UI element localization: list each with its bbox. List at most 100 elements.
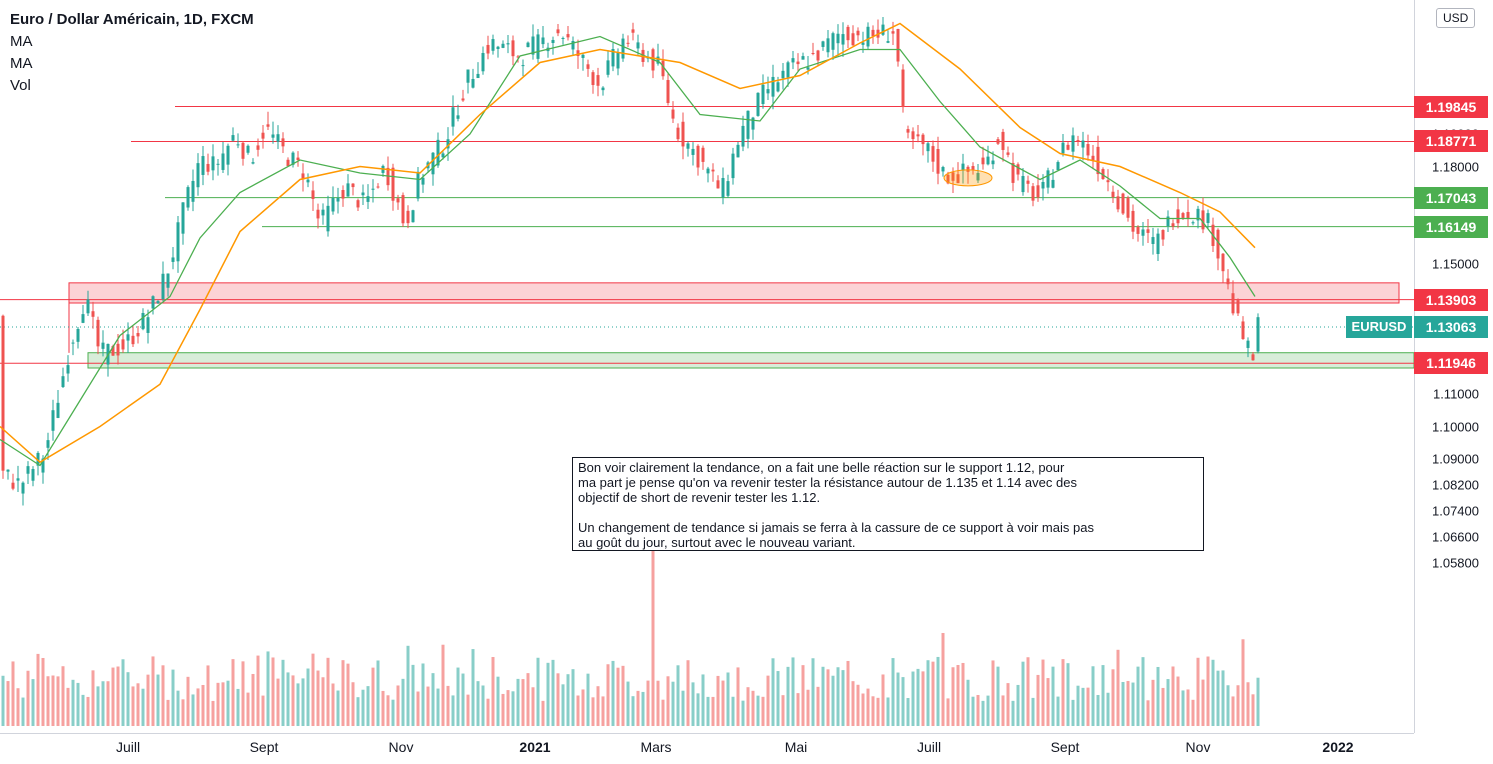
volume-bar — [686, 660, 690, 726]
volume-bar — [811, 658, 815, 726]
candle-body — [1016, 164, 1020, 175]
indicator-ma-2[interactable]: MA — [10, 55, 33, 72]
time-tick: Juill — [115, 739, 141, 755]
volume-bar — [906, 698, 910, 726]
volume-bar — [356, 697, 360, 726]
candle-body — [126, 334, 130, 341]
volume-bar — [831, 675, 835, 726]
candle-body — [291, 152, 295, 165]
volume-bar — [1, 675, 5, 726]
volume-bar — [11, 661, 15, 726]
candle-body — [306, 179, 310, 183]
volume-bar — [681, 690, 685, 726]
time-axis[interactable]: Juill Sept Nov 2021 Mars Mai Juill Sept Nov 2022 — [0, 733, 1414, 764]
volume-bar — [116, 666, 120, 726]
volume-bar — [491, 657, 495, 726]
candle-body — [941, 167, 945, 172]
volume-bar — [436, 688, 440, 726]
volume-bar — [1166, 679, 1170, 726]
volume-bar — [561, 684, 565, 726]
candle-body — [901, 69, 905, 108]
level-price-tag: 1.11946 — [1414, 352, 1488, 375]
volume-bar — [121, 659, 125, 726]
volume-bar — [951, 667, 955, 726]
volume-bar — [341, 660, 345, 726]
symbol-title[interactable]: Euro / Dollar Américain, 1D, FXCM — [10, 11, 254, 28]
level-price-tag: 1.16149 — [1414, 215, 1488, 238]
candle-body — [356, 200, 360, 208]
volume-bar — [746, 687, 750, 726]
volume-bar — [391, 699, 395, 726]
volume-bar — [716, 675, 720, 726]
volume-bar — [731, 696, 735, 726]
analysis-note[interactable]: Bon voir clairement la tendance, on a fa… — [572, 457, 1204, 551]
volume-bar — [911, 671, 915, 726]
volume-bar — [211, 700, 215, 726]
moving-average-fast — [0, 35, 1256, 467]
candle-body — [1066, 144, 1070, 150]
candle-body — [371, 188, 375, 190]
volume-bar — [396, 685, 400, 726]
candle-body — [1026, 180, 1030, 184]
candle-body — [56, 402, 60, 418]
highlight-ellipse — [943, 169, 993, 187]
candle-body — [116, 343, 120, 356]
candle-body — [1006, 152, 1010, 155]
volume-bar — [36, 653, 40, 726]
volume-bar — [1201, 679, 1205, 726]
volume-bar — [881, 674, 885, 726]
volume-bar — [981, 700, 985, 726]
candle-body — [481, 52, 485, 72]
candle-body — [626, 42, 630, 44]
candle-body — [111, 346, 115, 356]
candle-body — [226, 145, 230, 165]
volume-bar — [76, 682, 80, 726]
volume-bar — [591, 697, 595, 726]
candle-body — [1231, 293, 1235, 314]
volume-bar — [1231, 696, 1235, 726]
candle-body — [446, 139, 450, 149]
volume-bar — [691, 682, 695, 726]
candle-body — [1141, 229, 1145, 236]
volume-bar — [446, 685, 450, 726]
volume-bar — [866, 688, 870, 726]
volume-bar — [306, 668, 310, 726]
candle-body — [1146, 229, 1150, 233]
volume-bar — [361, 689, 365, 726]
volume-bar — [796, 693, 800, 726]
volume-bar — [616, 667, 620, 726]
volume-bar — [406, 645, 410, 726]
volume-bar — [861, 693, 865, 726]
candle-body — [156, 301, 160, 304]
indicator-ma-1[interactable]: MA — [10, 33, 33, 50]
volume-bar — [66, 687, 70, 726]
candle-body — [1206, 213, 1210, 224]
volume-bar — [1061, 659, 1065, 726]
candle-body — [591, 72, 595, 86]
volume-bar — [1046, 678, 1050, 726]
candle-body — [236, 144, 240, 146]
volume-bar — [276, 678, 280, 726]
indicator-volume[interactable]: Vol — [10, 77, 31, 94]
volume-bar — [826, 669, 830, 726]
time-tick: Nov — [1185, 739, 1211, 755]
volume-bar — [296, 683, 300, 726]
volume-bar — [126, 672, 130, 726]
volume-bar — [766, 675, 770, 726]
volume-bar — [486, 698, 490, 726]
volume-bar — [246, 692, 250, 726]
volume-bar — [1001, 695, 1005, 726]
price-chart[interactable] — [0, 0, 1414, 733]
chart-legend: Euro / Dollar Américain, 1D, FXCM MA MA … — [10, 9, 254, 97]
candle-body — [826, 38, 830, 53]
volume-bar — [266, 651, 270, 726]
volume-bar — [141, 688, 145, 726]
volume-bar — [1206, 656, 1210, 726]
volume-bar — [1016, 684, 1020, 726]
volume-bar — [781, 695, 785, 726]
candle-body — [471, 78, 475, 88]
volume-bar — [411, 664, 415, 726]
currency-button[interactable]: USD — [1436, 8, 1476, 28]
volume-bar — [1011, 700, 1015, 726]
candle-body — [586, 64, 590, 69]
